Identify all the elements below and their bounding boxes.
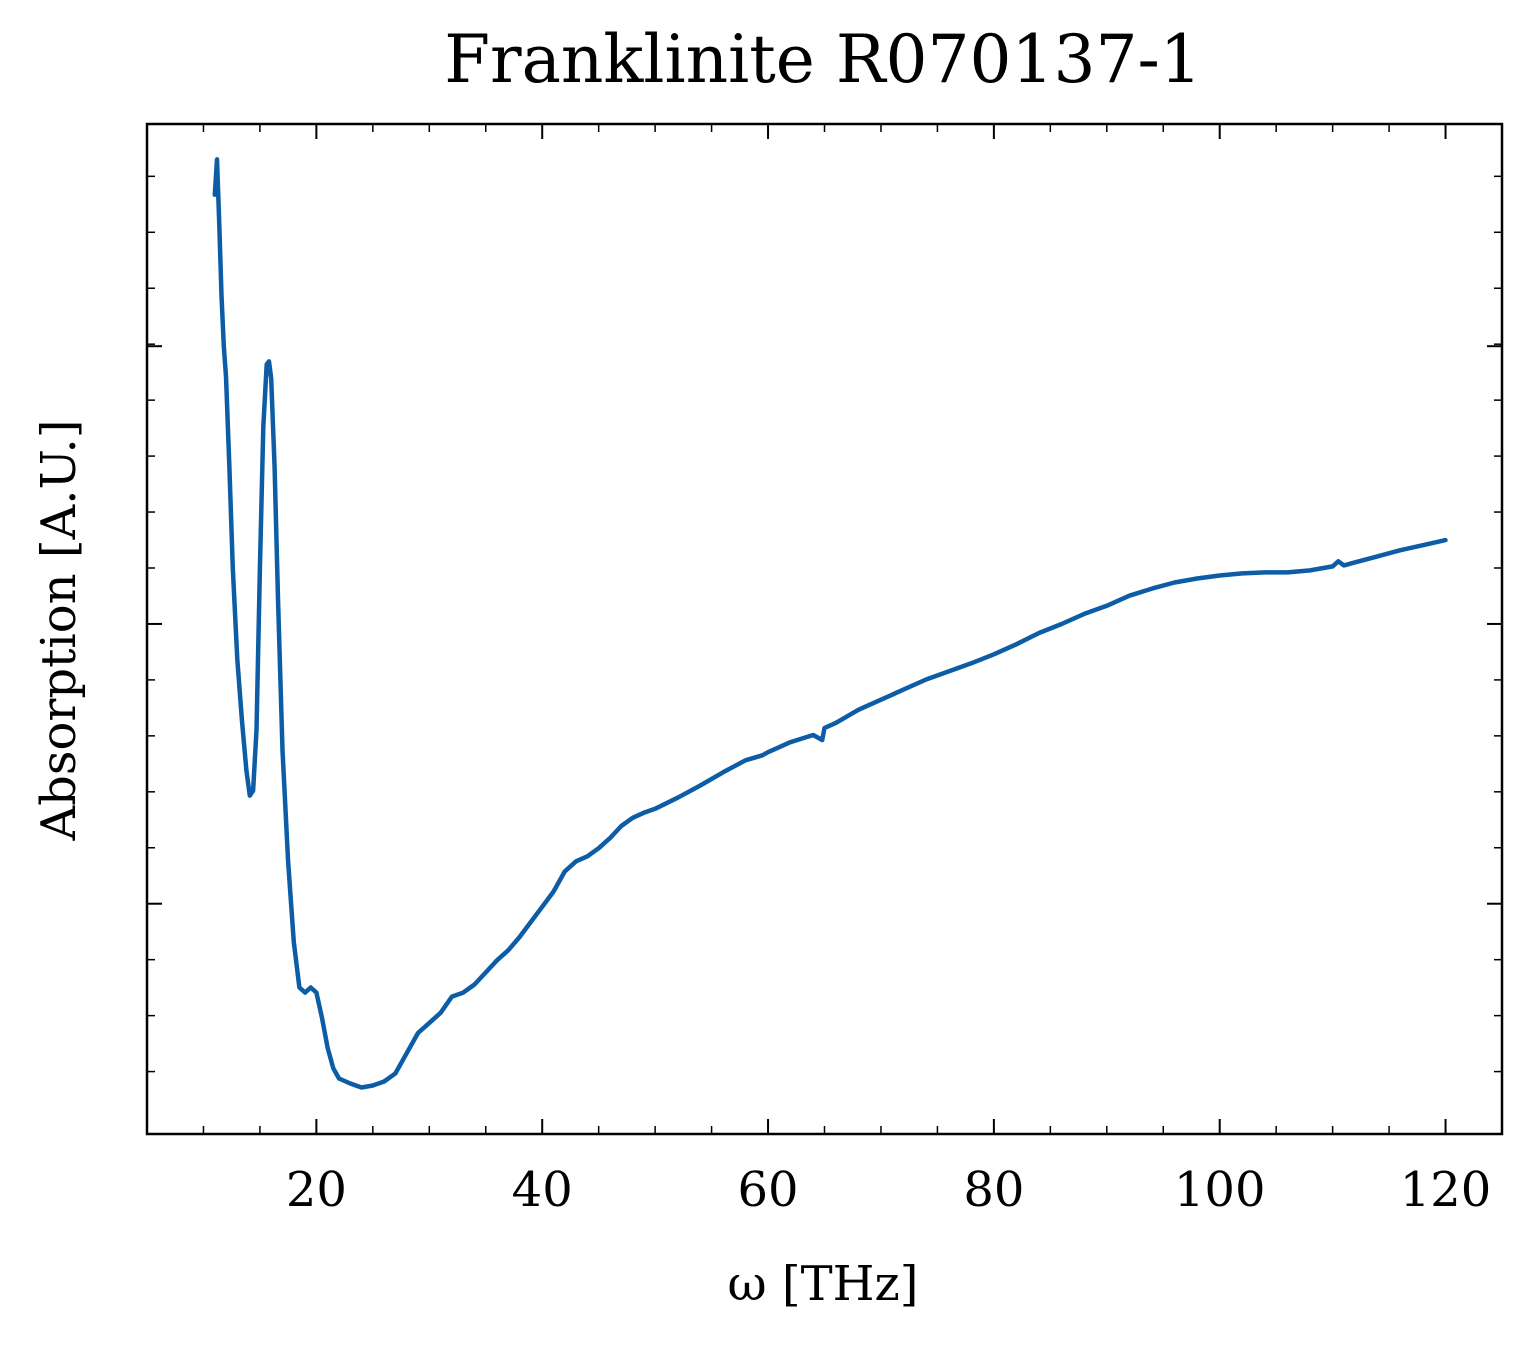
x-tick-label: 120 — [1400, 1162, 1492, 1218]
plot-frame-border — [145, 122, 1504, 1136]
x-tick-label: 60 — [738, 1162, 799, 1218]
x-tick-label: 100 — [1174, 1162, 1266, 1218]
series-line — [212, 157, 1448, 1090]
x-tick-label: 80 — [963, 1162, 1024, 1218]
axis-ticks — [147, 124, 1503, 1134]
x-tick-label: 40 — [512, 1162, 573, 1218]
y-axis-label: Absorption [A.U.] — [31, 420, 87, 842]
x-tick-labels: 20 40 60 80 100 120 — [286, 1162, 1492, 1218]
chart-title: Franklinite R070137-1 — [444, 21, 1202, 98]
x-axis-label: ω [THz] — [727, 1256, 918, 1312]
series-layer — [212, 157, 1448, 1090]
x-tick-label: 20 — [286, 1162, 347, 1218]
plot-area — [145, 122, 1504, 1136]
